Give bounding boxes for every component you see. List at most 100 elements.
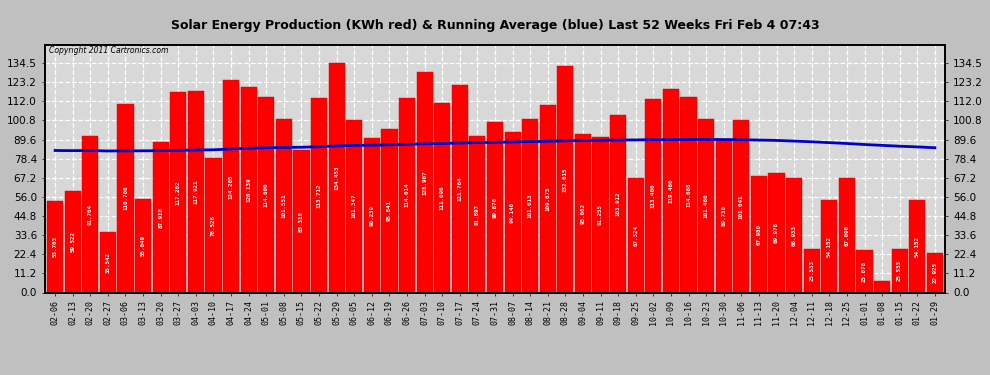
Text: 117.202: 117.202	[176, 180, 181, 205]
Bar	[293, 150, 310, 292]
Text: 35.542: 35.542	[105, 252, 111, 273]
Bar	[135, 198, 151, 292]
Text: 55.049: 55.049	[141, 235, 146, 256]
Bar	[610, 115, 627, 292]
Bar	[680, 97, 697, 292]
Bar	[645, 99, 661, 292]
Text: 89.730: 89.730	[722, 206, 727, 226]
Bar	[381, 129, 398, 292]
Bar	[435, 103, 450, 292]
Text: 110.706: 110.706	[123, 186, 128, 210]
Text: 67.090: 67.090	[844, 225, 849, 246]
Bar	[311, 98, 327, 292]
Text: 25.078: 25.078	[862, 261, 867, 282]
Bar	[750, 177, 767, 292]
Bar	[399, 98, 415, 292]
Text: 93.082: 93.082	[580, 202, 585, 223]
Bar	[205, 159, 222, 292]
Text: 90.239: 90.239	[369, 205, 374, 226]
Text: 121.764: 121.764	[457, 176, 462, 201]
Text: 101.460: 101.460	[704, 194, 709, 218]
Bar	[188, 91, 204, 292]
Bar	[856, 250, 872, 292]
Bar	[469, 136, 485, 292]
Bar	[768, 173, 785, 292]
Bar	[451, 85, 468, 292]
Text: 117.921: 117.921	[193, 180, 198, 204]
Bar	[822, 200, 838, 292]
Text: 91.764: 91.764	[88, 204, 93, 225]
Text: Solar Energy Production (KWh red) & Running Average (blue) Last 52 Weeks Fri Feb: Solar Energy Production (KWh red) & Runn…	[170, 19, 820, 32]
Text: 111.096: 111.096	[440, 185, 445, 210]
Bar	[346, 120, 362, 292]
Text: 99.876: 99.876	[492, 197, 498, 218]
Bar	[804, 249, 820, 292]
Text: 134.453: 134.453	[335, 165, 340, 190]
Bar	[839, 178, 855, 292]
Text: 109.875: 109.875	[545, 186, 550, 211]
Text: 114.668: 114.668	[686, 182, 691, 207]
Bar	[223, 81, 240, 292]
Text: 101.347: 101.347	[351, 194, 356, 218]
Text: 69.978: 69.978	[774, 222, 779, 243]
Text: 53.703: 53.703	[52, 236, 57, 257]
Bar	[152, 142, 168, 292]
Text: 66.933: 66.933	[792, 225, 797, 246]
Bar	[592, 137, 609, 292]
Bar	[557, 66, 573, 292]
Bar	[734, 120, 749, 292]
Bar	[628, 178, 644, 292]
Bar	[505, 132, 521, 292]
Bar	[575, 134, 591, 292]
Text: 103.912: 103.912	[616, 192, 621, 216]
Text: 101.041: 101.041	[739, 194, 743, 219]
Bar	[487, 122, 503, 292]
Bar	[540, 105, 555, 292]
Text: 87.910: 87.910	[158, 207, 163, 228]
Bar	[47, 201, 63, 292]
Bar	[329, 63, 345, 292]
Text: 124.205: 124.205	[229, 174, 234, 199]
Bar	[892, 249, 908, 292]
Text: 67.324: 67.324	[634, 225, 639, 246]
Text: 83.318: 83.318	[299, 211, 304, 232]
Text: 101.551: 101.551	[281, 194, 286, 218]
Bar	[64, 191, 81, 292]
Text: 114.014: 114.014	[405, 183, 410, 207]
Text: 67.980: 67.980	[756, 224, 761, 245]
Text: 54.152: 54.152	[827, 236, 832, 257]
Text: 132.615: 132.615	[563, 167, 568, 192]
Bar	[663, 88, 679, 292]
Text: 119.460: 119.460	[668, 178, 673, 203]
Text: 91.897: 91.897	[475, 204, 480, 225]
Bar	[170, 93, 186, 292]
Text: 54.152: 54.152	[915, 236, 920, 257]
Text: 95.841: 95.841	[387, 200, 392, 221]
Bar	[363, 138, 380, 292]
Text: 101.613: 101.613	[528, 194, 533, 218]
Bar	[100, 232, 116, 292]
Bar	[241, 87, 256, 292]
Text: 78.526: 78.526	[211, 215, 216, 236]
Text: 25.533: 25.533	[809, 260, 814, 281]
Text: 114.600: 114.600	[263, 183, 268, 207]
Bar	[909, 200, 926, 292]
Bar	[258, 97, 274, 292]
Text: 22.925: 22.925	[933, 262, 938, 284]
Bar	[118, 104, 134, 292]
Text: 59.522: 59.522	[70, 231, 75, 252]
Bar	[417, 72, 433, 292]
Text: 91.255: 91.255	[598, 204, 603, 225]
Text: 94.146: 94.146	[510, 202, 515, 223]
Text: 25.533: 25.533	[897, 260, 902, 281]
Bar	[276, 119, 292, 292]
Bar	[82, 136, 98, 292]
Text: 113.712: 113.712	[317, 183, 322, 208]
Bar	[522, 119, 539, 292]
Text: Copyright 2011 Cartronics.com: Copyright 2011 Cartronics.com	[50, 46, 168, 55]
Bar	[927, 254, 943, 292]
Text: 113.460: 113.460	[650, 183, 655, 208]
Text: 120.139: 120.139	[247, 178, 251, 202]
Text: 128.907: 128.907	[422, 170, 427, 195]
Bar	[874, 280, 890, 292]
